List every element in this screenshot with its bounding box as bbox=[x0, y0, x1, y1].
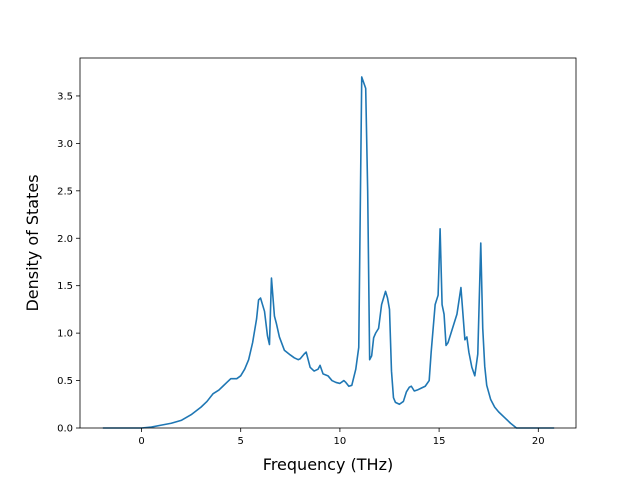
axes-frame bbox=[79, 57, 577, 429]
y-tick-label: 0.0 bbox=[57, 424, 73, 435]
y-tick-label: 3.5 bbox=[57, 91, 73, 102]
y-tick-label: 2.5 bbox=[57, 186, 73, 197]
y-tick-label: 1.0 bbox=[57, 329, 73, 340]
plot-area bbox=[102, 76, 555, 429]
x-axis-ticks: 0 5 10 15 20 bbox=[138, 428, 545, 447]
dos-series-line bbox=[102, 76, 555, 429]
y-axis-label: Density of States bbox=[23, 174, 42, 311]
x-tick-label: 0 bbox=[138, 436, 144, 447]
y-axis-ticks: 0.0 0.5 1.0 1.5 2.0 2.5 3.0 3.5 bbox=[57, 91, 80, 435]
y-tick-label: 3.0 bbox=[57, 139, 73, 150]
x-tick-label: 15 bbox=[433, 436, 446, 447]
x-axis-label: Frequency (THz) bbox=[263, 455, 393, 474]
x-tick-label: 5 bbox=[238, 436, 244, 447]
y-tick-label: 2.0 bbox=[57, 234, 73, 245]
y-tick-label: 1.5 bbox=[57, 281, 73, 292]
y-tick-label: 0.5 bbox=[57, 376, 73, 387]
x-tick-label: 10 bbox=[334, 436, 347, 447]
x-tick-label: 20 bbox=[532, 436, 545, 447]
